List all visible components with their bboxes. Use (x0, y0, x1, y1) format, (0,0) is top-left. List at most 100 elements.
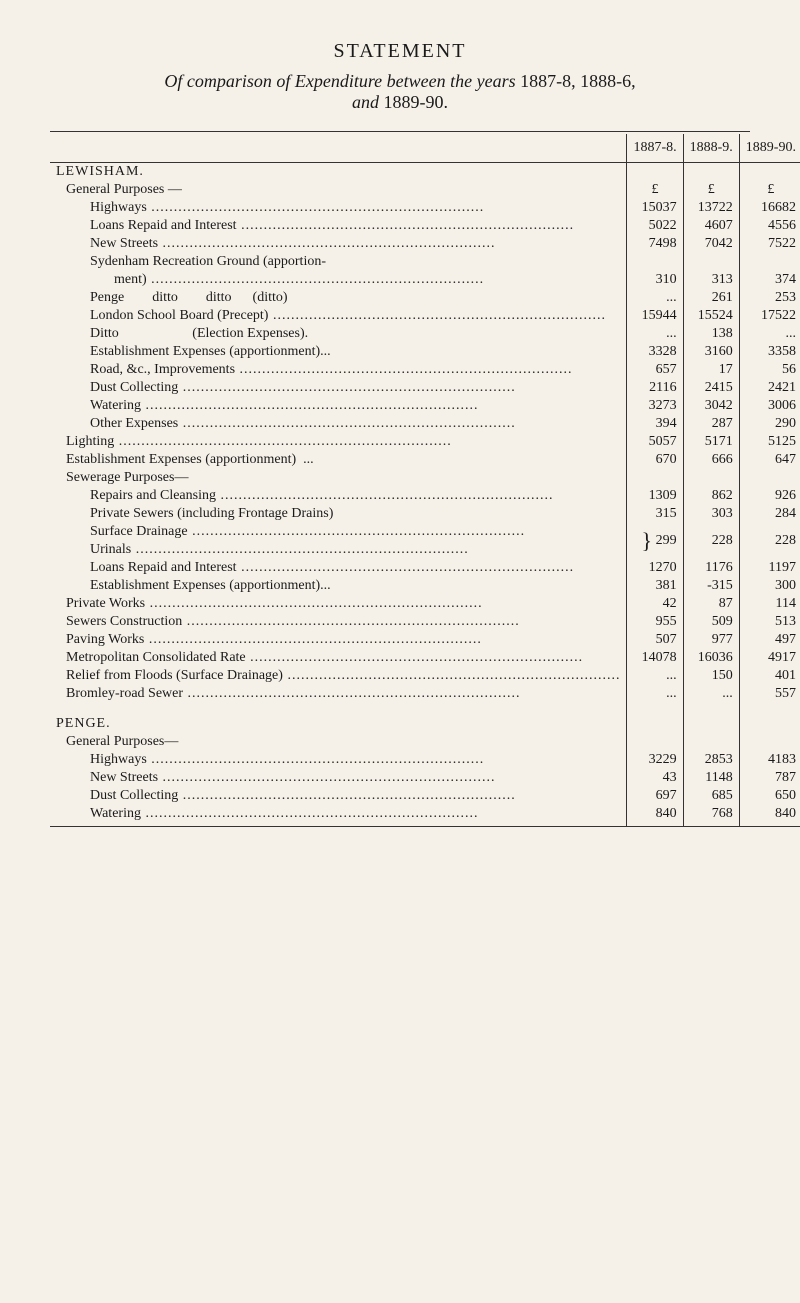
row-value: 1197 (739, 559, 800, 577)
top-rule (50, 131, 750, 132)
row-value: 840 (739, 805, 800, 827)
row-value: 5171 (683, 433, 739, 451)
row-label: Lighting (50, 433, 627, 451)
table-row: New Streets749870427522 (50, 235, 800, 253)
cell-blank (683, 163, 739, 182)
row-value: 315 (627, 505, 683, 523)
table-row: Highways322928534183 (50, 751, 800, 769)
header-1888-9: 1888-9. (683, 134, 739, 163)
row-value: 5057 (627, 433, 683, 451)
row-value: 787 (739, 769, 800, 787)
row-value: 557 (739, 685, 800, 703)
row-label: Dust Collecting (50, 379, 627, 397)
row-value: 43 (627, 769, 683, 787)
row-label: Watering (50, 805, 627, 827)
brace-row-1: Surface Drainage} 299228228 (50, 523, 800, 541)
row-value: 114 (739, 595, 800, 613)
penge-row: PENGE. (50, 715, 800, 733)
expenditure-table: 1887-8. 1888-9. 1889-90. LEWISHAM. Gener… (50, 134, 800, 827)
row-value: 5022 (627, 217, 683, 235)
brace-value-1: } 299 (627, 523, 683, 559)
header-row: 1887-8. 1888-9. 1889-90. (50, 134, 800, 163)
row-value: 17 (683, 361, 739, 379)
row-value: 284 (739, 505, 800, 523)
row-label: ment) (50, 271, 627, 289)
row-value: 7522 (739, 235, 800, 253)
row-value: 138 (683, 325, 739, 343)
row-value: 16682 (739, 199, 800, 217)
header-1889-90: 1889-90. (739, 134, 800, 163)
row-value: 13722 (683, 199, 739, 217)
row-value: 14078 (627, 649, 683, 667)
row-value: 56 (739, 361, 800, 379)
row-label: Dust Collecting (50, 787, 627, 805)
row-label: New Streets (50, 235, 627, 253)
table-row: Sewers Construction955509513 (50, 613, 800, 631)
header-blank (50, 134, 627, 163)
surface-drainage-label: Surface Drainage (50, 523, 627, 541)
pound-row: General Purposes — £ £ £ (50, 181, 800, 199)
row-value: 3042 (683, 397, 739, 415)
row-value: ... (683, 685, 739, 703)
urinals-label: Urinals (50, 541, 627, 559)
row-value: 3328 (627, 343, 683, 361)
row-label: Road, &c., Improvements (50, 361, 627, 379)
row-label: London School Board (Precept) (50, 307, 627, 325)
row-value (627, 253, 683, 271)
row-label: Other Expenses (50, 415, 627, 433)
penge-gp-label: General Purposes— (50, 733, 627, 751)
row-label: Penge ditto ditto (ditto) (50, 289, 627, 307)
row-value: 290 (739, 415, 800, 433)
table-row: Watering327330423006 (50, 397, 800, 415)
row-value: 650 (739, 787, 800, 805)
row-label: Bromley-road Sewer (50, 685, 627, 703)
table-row: Penge ditto ditto (ditto)...261253 (50, 289, 800, 307)
row-value: 666 (683, 451, 739, 469)
row-value: 3273 (627, 397, 683, 415)
table-row: Ditto (Election Expenses)....138... (50, 325, 800, 343)
penge-label: PENGE. (50, 715, 627, 733)
row-value: 15037 (627, 199, 683, 217)
subtitle-part-1: Of comparison of Expenditure between the… (164, 71, 515, 91)
row-label: Paving Works (50, 631, 627, 649)
row-value: 509 (683, 613, 739, 631)
row-value: 42 (627, 595, 683, 613)
row-value: 3229 (627, 751, 683, 769)
row-value: 381 (627, 577, 683, 595)
brace-value-3: 228 (739, 523, 800, 559)
row-value: 1309 (627, 487, 683, 505)
row-value: 768 (683, 805, 739, 827)
row-value: 1148 (683, 769, 739, 787)
statement-title: STATEMENT (50, 40, 750, 63)
row-value: 670 (627, 451, 683, 469)
row-value: 5125 (739, 433, 800, 451)
row-value: 840 (627, 805, 683, 827)
table-row: Loans Repaid and Interest502246074556 (50, 217, 800, 235)
row-value: 4183 (739, 751, 800, 769)
table-row: Metropolitan Consolidated Rate1407816036… (50, 649, 800, 667)
table-row: Other Expenses394287290 (50, 415, 800, 433)
row-value: 17522 (739, 307, 800, 325)
table-row: Dust Collecting697685650 (50, 787, 800, 805)
row-value: 7498 (627, 235, 683, 253)
brace-value-2: 228 (683, 523, 739, 559)
row-value: 697 (627, 787, 683, 805)
row-label: Private Sewers (including Frontage Drain… (50, 505, 627, 523)
row-label: Metropolitan Consolidated Rate (50, 649, 627, 667)
row-value: 926 (739, 487, 800, 505)
table-body: LEWISHAM. General Purposes — £ £ £ Highw… (50, 163, 800, 827)
table-row: Paving Works507977497 (50, 631, 800, 649)
row-value: 3160 (683, 343, 739, 361)
table-row: Bromley-road Sewer......557 (50, 685, 800, 703)
table-row: Repairs and Cleansing1309862926 (50, 487, 800, 505)
row-value: 4556 (739, 217, 800, 235)
table-row: Road, &c., Improvements6571756 (50, 361, 800, 379)
row-value: 2421 (739, 379, 800, 397)
row-value: 2853 (683, 751, 739, 769)
pound-2: £ (683, 181, 739, 199)
row-value: 977 (683, 631, 739, 649)
pound-3: £ (739, 181, 800, 199)
row-value: 862 (683, 487, 739, 505)
row-label: Watering (50, 397, 627, 415)
row-value: 150 (683, 667, 739, 685)
